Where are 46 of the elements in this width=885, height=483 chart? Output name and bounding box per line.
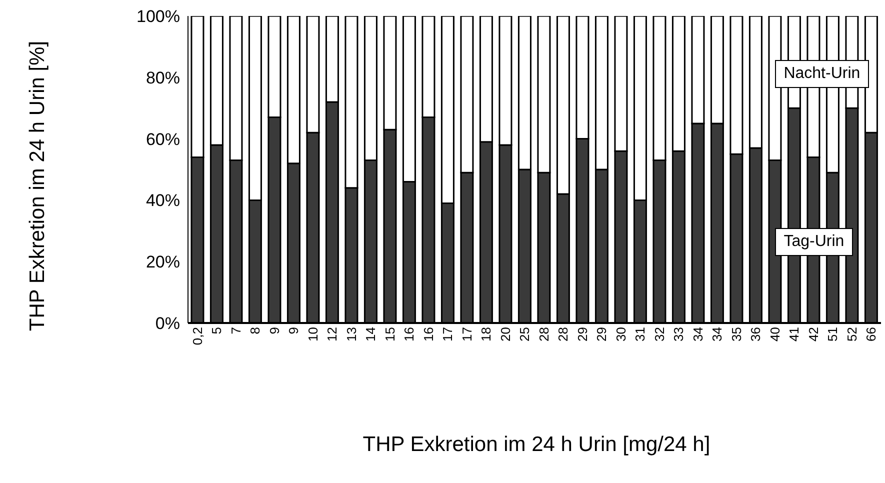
x-tick-label: 15: [382, 327, 398, 342]
series-label: Tag-Urin: [774, 228, 854, 256]
x-tick-label: 18: [478, 327, 494, 342]
x-tick-label: 13: [344, 327, 359, 342]
x-tick-label: 29: [594, 327, 610, 342]
x-tick-label: 28: [556, 327, 571, 342]
x-tick-label: 28: [536, 327, 552, 342]
x-tick-label: 30: [613, 327, 628, 342]
x-tick-label: 33: [671, 327, 686, 342]
x-tick-label: 41: [786, 327, 802, 342]
x-tick-label: 17: [440, 327, 456, 342]
y-axis-title: THP Exkretion im 24 h Urin [%]: [26, 40, 50, 331]
x-tick-label: 35: [728, 327, 744, 342]
x-tick-label: 20: [498, 327, 513, 342]
x-tick-label: 5: [209, 327, 224, 334]
y-tick-label: 80%: [146, 68, 180, 88]
x-tick-label: 9: [266, 327, 282, 334]
series-label: Nacht-Urin: [774, 60, 870, 88]
y-tick-label: 0%: [155, 314, 180, 334]
x-tick-label: 31: [632, 327, 648, 342]
y-tick-label: 100%: [136, 7, 180, 26]
x-axis-title: THP Exkretion im 24 h Urin [mg/24 h]: [362, 433, 712, 457]
x-tick-label: 7: [228, 327, 244, 334]
x-tick-label: 10: [305, 327, 320, 342]
y-tick-label: 40%: [146, 191, 180, 210]
x-tick-label: 40: [767, 327, 782, 342]
x-tick-label: 12: [324, 327, 340, 342]
y-tick-label: 60%: [146, 130, 180, 149]
x-tick-label: 16: [402, 327, 417, 342]
x-tick-label: 32: [652, 327, 667, 342]
x-tick-label: 8: [248, 327, 263, 334]
x-tick-label: 52: [844, 327, 860, 342]
y-tick-label: 20%: [146, 252, 180, 272]
x-tick-label: 51: [825, 327, 840, 342]
x-tick-label: 66: [864, 327, 879, 342]
x-tick-label: 16: [420, 327, 436, 342]
x-tick-label: 42: [806, 327, 821, 342]
x-tick-label: 14: [363, 327, 378, 342]
x-tick-label: 36: [748, 327, 764, 342]
x-tick-label: 9: [286, 327, 302, 334]
x-tick-label: 25: [517, 327, 532, 342]
x-tick-label: 17: [459, 327, 474, 342]
x-tick-label: 34: [710, 327, 725, 342]
x-tick-label: 0,2: [190, 327, 205, 346]
x-tick-label: 34: [690, 327, 706, 342]
x-tick-label: 29: [574, 327, 590, 342]
